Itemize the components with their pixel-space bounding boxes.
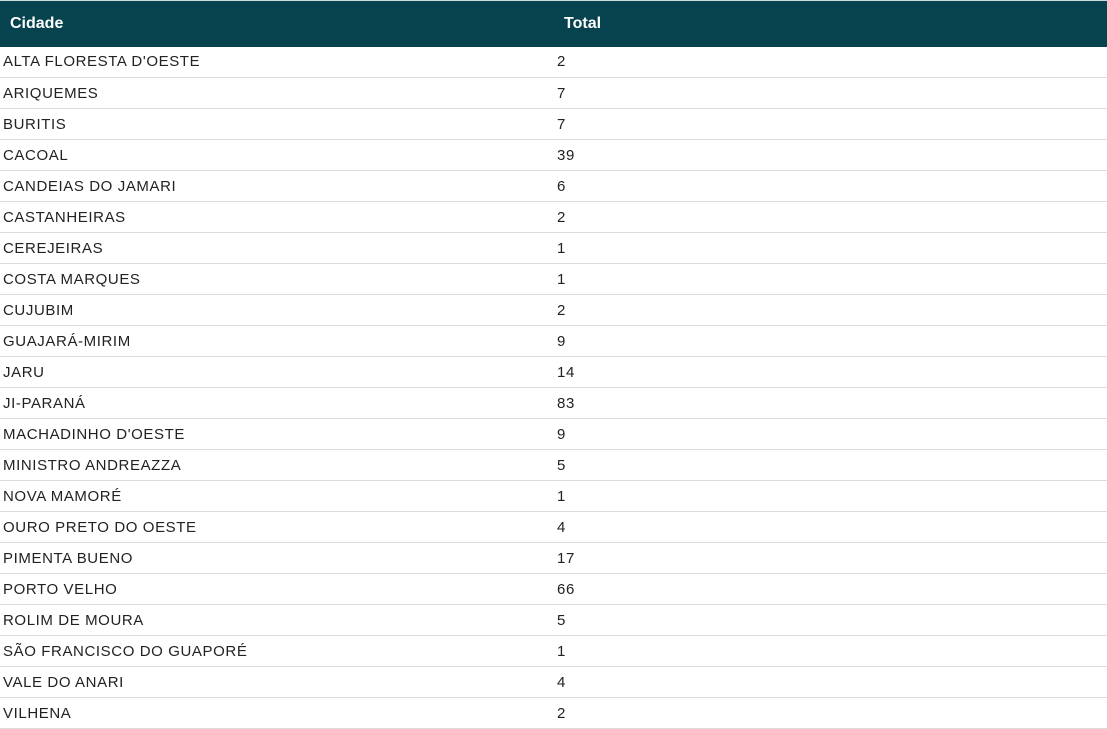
total-cell: 5 <box>557 456 566 474</box>
table-row: SÃO FRANCISCO DO GUAPORÉ 1 <box>0 636 1107 667</box>
column-header-total[interactable]: Total <box>564 14 602 32</box>
city-cell: GUAJARÁ-MIRIM <box>3 332 131 350</box>
total-cell: 2 <box>557 53 566 71</box>
total-cell: 1 <box>557 642 566 660</box>
total-cell: 9 <box>557 425 566 443</box>
city-cell: JI-PARANÁ <box>3 394 86 412</box>
city-cell: MINISTRO ANDREAZZA <box>3 456 182 474</box>
table-row: COSTA MARQUES 1 <box>0 264 1107 295</box>
total-cell: 4 <box>557 518 566 536</box>
table-row: VILHENA 2 <box>0 698 1107 729</box>
header-row: Cidade Total <box>0 0 1107 47</box>
table-row: ALTA FLORESTA D'OESTE 2 <box>0 47 1107 78</box>
table-row: BURITIS 7 <box>0 109 1107 140</box>
city-cell: OURO PRETO DO OESTE <box>3 518 197 536</box>
table-body: ALTA FLORESTA D'OESTE 2 ARIQUEMES 7 BURITIS 7… <box>0 47 1107 729</box>
table-row: CASTANHEIRAS 2 <box>0 202 1107 233</box>
city-cell: CASTANHEIRAS <box>3 208 126 226</box>
city-cell: CUJUBIM <box>3 301 74 319</box>
city-cell: CEREJEIRAS <box>3 239 104 257</box>
city-cell: CANDEIAS DO JAMARI <box>3 177 177 195</box>
total-cell: 4 <box>557 673 566 691</box>
table-row: PIMENTA BUENO 17 <box>0 543 1107 574</box>
city-cell: MACHADINHO D'OESTE <box>3 425 186 443</box>
table-row: JI-PARANÁ 83 <box>0 388 1107 419</box>
table-row: ROLIM DE MOURA 5 <box>0 605 1107 636</box>
city-cell: SÃO FRANCISCO DO GUAPORÉ <box>3 642 248 660</box>
total-cell: 1 <box>557 239 566 257</box>
city-cell: ROLIM DE MOURA <box>3 611 144 629</box>
total-cell: 2 <box>557 301 566 319</box>
column-header-cidade[interactable]: Cidade <box>10 14 64 32</box>
total-cell: 1 <box>557 487 566 505</box>
total-cell: 1 <box>557 270 566 288</box>
total-cell: 39 <box>557 146 575 164</box>
total-cell: 7 <box>557 84 566 102</box>
table-header: Cidade Total <box>0 0 1107 47</box>
table-row: JARU 14 <box>0 357 1107 388</box>
table-row: NOVA MAMORÉ 1 <box>0 481 1107 512</box>
total-cell: 14 <box>557 363 575 381</box>
city-cell: ARIQUEMES <box>3 84 99 102</box>
city-cell: BURITIS <box>3 115 67 133</box>
table-row: VALE DO ANARI 4 <box>0 667 1107 698</box>
total-cell: 66 <box>557 580 575 598</box>
city-cell: ALTA FLORESTA D'OESTE <box>3 53 201 71</box>
city-cell: JARU <box>3 363 45 381</box>
table-row: CEREJEIRAS 1 <box>0 233 1107 264</box>
city-cell: PIMENTA BUENO <box>3 549 134 567</box>
city-cell: VILHENA <box>3 704 72 722</box>
table-row: CANDEIAS DO JAMARI 6 <box>0 171 1107 202</box>
table-row: CUJUBIM 2 <box>0 295 1107 326</box>
city-cell: VALE DO ANARI <box>3 673 124 691</box>
city-cell: CACOAL <box>3 146 69 164</box>
table-row: OURO PRETO DO OESTE 4 <box>0 512 1107 543</box>
total-cell: 83 <box>557 394 575 412</box>
total-cell: 17 <box>557 549 575 567</box>
city-cell: PORTO VELHO <box>3 580 118 598</box>
total-cell: 7 <box>557 115 566 133</box>
table-row: ARIQUEMES 7 <box>0 78 1107 109</box>
table-row: GUAJARÁ-MIRIM 9 <box>0 326 1107 357</box>
total-cell: 9 <box>557 332 566 350</box>
table-row: CACOAL 39 <box>0 140 1107 171</box>
city-cell: COSTA MARQUES <box>3 270 141 288</box>
total-cell: 2 <box>557 208 566 226</box>
total-cell: 2 <box>557 704 566 722</box>
table-row: MINISTRO ANDREAZZA 5 <box>0 450 1107 481</box>
total-cell: 6 <box>557 177 566 195</box>
table-row: PORTO VELHO 66 <box>0 574 1107 605</box>
city-cell: NOVA MAMORÉ <box>3 487 122 505</box>
table-row: MACHADINHO D'OESTE 9 <box>0 419 1107 450</box>
total-cell: 5 <box>557 611 566 629</box>
